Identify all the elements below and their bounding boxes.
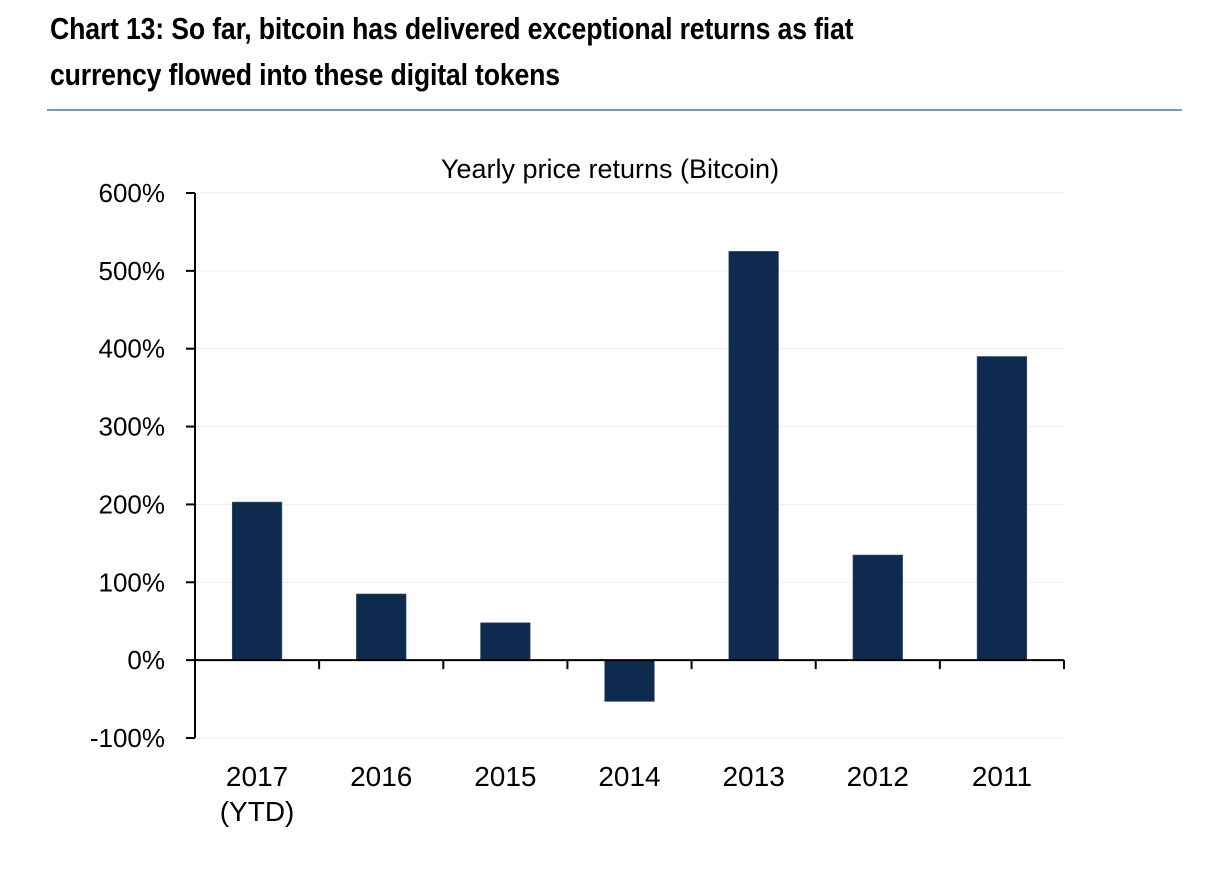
x-tick-label: 2016: [350, 761, 412, 792]
bar-2015: [480, 622, 531, 661]
y-tick-label: 600%: [99, 178, 166, 208]
bar-2017-ytd: [231, 501, 283, 661]
y-tick-label: 400%: [99, 334, 166, 364]
bar-2012: [852, 554, 903, 661]
y-tick-label: 200%: [99, 489, 166, 519]
y-tick-label: 500%: [99, 256, 166, 286]
x-tick-labels: 2017 (YTD) 2016 2015 2014 2013 2012 2011: [220, 761, 1032, 827]
bar-2014: [604, 659, 655, 702]
chart-heading-line-1: Chart 13: So far, bitcoin has delivered …: [50, 11, 854, 46]
y-tick-label: 100%: [99, 567, 166, 597]
heading-divider: [47, 109, 1182, 111]
bars: [231, 251, 1028, 702]
y-tick-label: -100%: [90, 723, 165, 753]
chart-heading: Chart 13: So far, bitcoin has delivered …: [50, 6, 1022, 98]
x-tick-label: 2011: [972, 761, 1032, 792]
y-tick-label: 0%: [127, 645, 165, 675]
x-tick-label: 2012: [847, 761, 909, 792]
chart-title: Yearly price returns (Bitcoin): [441, 154, 779, 184]
axes: [186, 192, 1065, 739]
chart-heading-line-2: currency flowed into these digital token…: [50, 57, 560, 92]
bar-2013: [728, 251, 779, 661]
x-tick-label: 2017: [226, 761, 288, 792]
x-tick-label: 2015: [474, 761, 536, 792]
gridlines: [195, 192, 1064, 739]
bar-2011: [976, 356, 1028, 661]
y-tick-label: 300%: [99, 412, 166, 442]
x-tick-label: (YTD): [220, 796, 295, 827]
x-tick-label: 2014: [598, 761, 660, 792]
bar-2016: [356, 593, 407, 661]
y-tick-labels: -100% 0% 100% 200% 300% 400% 500% 600%: [90, 178, 165, 753]
x-tick-label: 2013: [722, 761, 784, 792]
